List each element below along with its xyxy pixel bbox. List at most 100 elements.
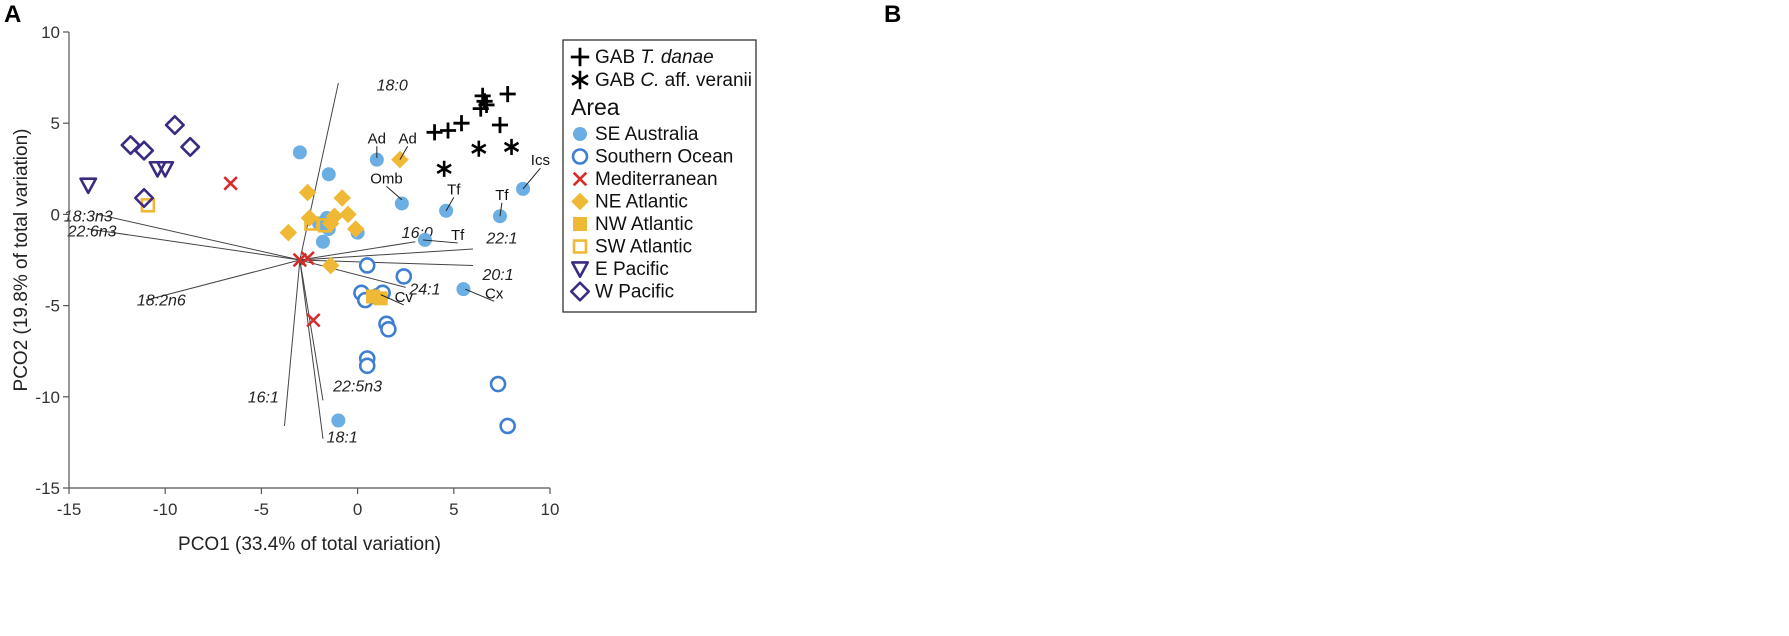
vector-label: 20:1 xyxy=(481,267,513,284)
legend-gab-label: GAB C. aff. veranii xyxy=(595,70,752,91)
data-point xyxy=(394,196,409,211)
point-label: Cx xyxy=(485,285,504,302)
data-point xyxy=(156,160,175,178)
y-tick-label: -15 xyxy=(35,479,60,498)
vector-label: 22:1 xyxy=(485,231,517,248)
legend-marker xyxy=(571,192,589,211)
label-leader xyxy=(445,197,455,212)
legend-item: Mediterranean xyxy=(595,169,718,190)
legend-text: GAB xyxy=(595,47,640,68)
label-leader xyxy=(399,146,409,160)
legend-item: SE Australia xyxy=(595,124,699,145)
data-point xyxy=(164,114,185,136)
vector-line xyxy=(299,259,406,288)
point-label: Ad xyxy=(398,130,416,147)
data-point xyxy=(358,357,376,375)
vector-label: 18:3n3 xyxy=(64,209,113,226)
data-point xyxy=(369,152,384,167)
x-tick-label: 10 xyxy=(541,500,560,519)
legend-italic: C. xyxy=(640,70,659,91)
data-point xyxy=(358,257,376,274)
data-point xyxy=(180,136,201,157)
label-leader xyxy=(386,186,403,201)
data-point xyxy=(499,85,516,103)
vector-line xyxy=(97,213,300,261)
legend-gab-label: GAB T. danae xyxy=(595,47,714,68)
data-point xyxy=(298,183,317,202)
y-axis-title: PCO2 (19.8% of total variation) xyxy=(11,129,32,392)
data-point xyxy=(306,312,321,328)
legend-item: NW Atlantic xyxy=(595,214,693,235)
label-leader xyxy=(522,167,541,190)
x-axis: -15 -10 -5 0 5 10 PCO1 (33.4% of total variati… xyxy=(57,487,560,555)
vector-line xyxy=(145,259,301,301)
data-point xyxy=(499,417,516,435)
vector-line xyxy=(299,248,474,261)
data-point xyxy=(478,96,495,114)
point-label: Ics xyxy=(531,152,550,169)
legend-area-title: Area xyxy=(571,94,620,120)
point-label: Omb xyxy=(370,170,403,187)
vector-line xyxy=(88,228,300,261)
point-label: Tf xyxy=(451,227,465,244)
data-point xyxy=(321,256,340,275)
data-point xyxy=(395,268,413,285)
data-point xyxy=(331,413,346,428)
data-point xyxy=(120,135,141,156)
x-tick-label: -15 xyxy=(57,500,82,519)
legend-item: SW Atlantic xyxy=(595,237,692,258)
series xyxy=(79,160,175,195)
vector-line xyxy=(299,241,416,261)
point-labels: Ad Ad Omb Tf Tf Ics Tf Cv Cx xyxy=(368,130,550,306)
y-tick-label: 5 xyxy=(51,114,60,133)
label-leader xyxy=(422,239,458,244)
label-leader xyxy=(380,294,404,306)
vector-label: 18:0 xyxy=(377,77,408,94)
data-point xyxy=(489,375,507,393)
data-point xyxy=(333,189,351,207)
data-point xyxy=(315,234,330,249)
data-point xyxy=(292,145,307,160)
vector-line xyxy=(283,259,301,427)
point-label: Tf xyxy=(495,187,509,204)
data-point xyxy=(133,140,155,161)
legend-marker xyxy=(569,281,591,302)
data-point xyxy=(439,122,457,139)
data-point xyxy=(133,187,155,209)
series xyxy=(140,198,333,233)
x-tick-label: 5 xyxy=(449,500,458,519)
point-label: Tf xyxy=(447,181,461,198)
data-point xyxy=(373,291,388,306)
legend-box xyxy=(562,39,757,313)
legend-italic: T. danae xyxy=(640,47,713,68)
y-tick-label: 0 xyxy=(51,205,60,224)
legend-marker xyxy=(572,171,588,187)
vector-line xyxy=(299,259,324,401)
legend-marker xyxy=(571,148,589,165)
data-point xyxy=(436,160,452,177)
x-tick-label: -5 xyxy=(254,500,269,519)
y-axis: 10 5 0 -5 -10 -15 PCO2 (19.8% of total variati… xyxy=(11,23,70,498)
series xyxy=(279,150,409,275)
legend-marker xyxy=(572,239,588,254)
data-point xyxy=(79,177,98,195)
point-label: Ad xyxy=(368,130,386,147)
vector-label: 18:1 xyxy=(327,429,358,446)
legend-marker xyxy=(573,127,587,141)
label-leader xyxy=(465,288,495,302)
series xyxy=(436,138,520,177)
data-point xyxy=(346,220,365,238)
data-point xyxy=(453,115,470,132)
vector-label: 16:1 xyxy=(248,389,279,406)
series xyxy=(426,85,516,141)
vector-label: 22:6n3 xyxy=(67,223,117,240)
data-point xyxy=(279,223,298,242)
data-point xyxy=(380,321,397,338)
panel-b: B xyxy=(884,1,901,28)
y-tick-label: 10 xyxy=(41,23,60,42)
vector-label: 18:2n6 xyxy=(137,293,186,310)
data-point xyxy=(317,218,333,233)
